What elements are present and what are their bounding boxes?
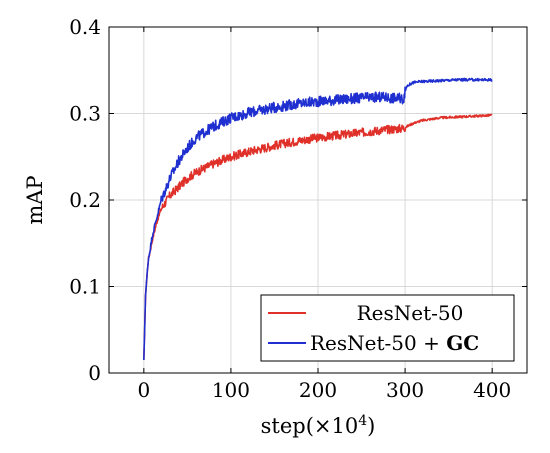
x-tick-label: 400 [473, 378, 511, 402]
x-axis-label-main: step(×10 [261, 414, 359, 438]
legend-entry-resnet: ResNet-50 [357, 301, 464, 325]
legend-box [260, 294, 515, 362]
legend-entry-resnet-gc-prefix: ResNet-50 + [310, 331, 446, 355]
series-line-resnet-gc [143, 77, 493, 361]
x-axis-label: step(×104) [261, 413, 376, 438]
x-tick-label: 100 [212, 378, 250, 402]
x-tick-label: 0 [137, 378, 150, 402]
x-tick-label: 200 [299, 378, 337, 402]
series-line-resnet [143, 113, 493, 361]
y-tick-label: 0.2 [69, 188, 101, 212]
series-layer [143, 77, 493, 361]
y-axis-label: mAP [23, 175, 47, 224]
x-axis-label-exponent: 4 [358, 413, 367, 429]
ticks: 0 100 200 300 400 0 0.1 0.2 0.3 0.4 [69, 15, 527, 402]
y-tick-label: 0.4 [69, 15, 101, 39]
legend-entry-resnet-gc: ResNet-50 + GC [310, 331, 479, 355]
x-tick-label: 300 [386, 378, 424, 402]
x-axis-label-close: ) [367, 414, 375, 438]
y-tick-label: 0.3 [69, 102, 101, 126]
legend-entry-gc-bold: GC [446, 331, 479, 355]
legend: ResNet-50 ResNet-50 + GC [260, 294, 515, 362]
y-tick-label: 0.1 [69, 275, 101, 299]
y-tick-label: 0 [88, 361, 101, 385]
